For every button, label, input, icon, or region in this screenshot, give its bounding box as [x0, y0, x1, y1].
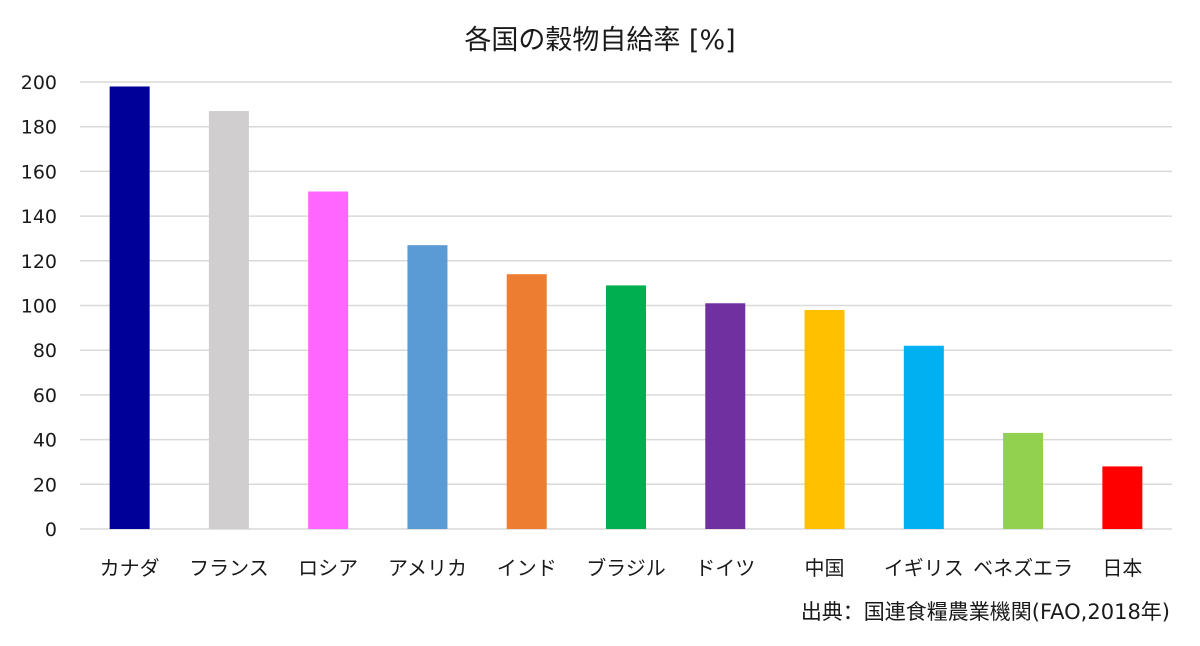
bar — [1003, 432, 1044, 529]
y-tick-label: 100 — [21, 296, 57, 318]
x-tick-label: 日本 — [1102, 556, 1142, 580]
x-tick-label: 中国 — [805, 556, 845, 580]
bars — [109, 86, 1143, 530]
y-tick-label: 60 — [33, 385, 57, 407]
bar — [506, 274, 547, 529]
x-tick-label: カナダ — [100, 556, 160, 580]
bar — [705, 303, 746, 529]
bar — [208, 111, 249, 530]
bar — [606, 285, 646, 529]
x-tick-label: ベネズエラ — [973, 556, 1073, 580]
x-tick-label: フランス — [189, 556, 269, 580]
bar — [804, 309, 845, 529]
x-tick-label: ロシア — [298, 556, 358, 580]
x-tick-label: インド — [497, 556, 557, 580]
y-tick-label: 0 — [45, 519, 57, 541]
x-tick-label: ブラジル — [586, 556, 666, 580]
y-tick-label: 180 — [21, 117, 57, 139]
bar — [308, 191, 349, 529]
y-tick-label: 20 — [33, 474, 57, 496]
y-tick-label: 200 — [21, 72, 57, 94]
x-tick-label: アメリカ — [388, 556, 467, 580]
x-tick-label: ドイツ — [695, 556, 755, 580]
bar — [109, 86, 150, 529]
y-tick-label: 40 — [33, 430, 57, 452]
y-tick-label: 120 — [21, 251, 57, 273]
x-tick-label: イギリス — [884, 556, 964, 580]
bar — [407, 245, 448, 529]
chart-title: 各国の穀物自給率 [%] — [464, 25, 736, 56]
x-axis-ticks: カナダ フランス ロシア アメリカ インド ブラジル ドイツ 中国 イギリス ベネズエラ 日本 — [100, 556, 1143, 580]
y-tick-label: 160 — [21, 161, 57, 183]
bar — [1102, 466, 1143, 529]
chart-source: 出典：国連食糧農業機関(FAO,2018年) — [800, 600, 1170, 624]
bar — [903, 345, 944, 529]
y-tick-label: 80 — [33, 340, 57, 362]
y-tick-label: 140 — [21, 206, 57, 228]
y-axis-ticks: 0 20 40 60 80 100 120 140 160 180 200 — [21, 72, 57, 541]
